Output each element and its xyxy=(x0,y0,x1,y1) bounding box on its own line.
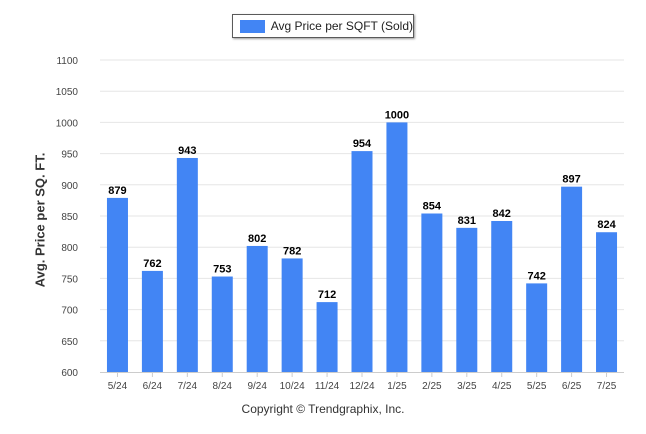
data-label: 782 xyxy=(283,245,301,257)
legend-swatch xyxy=(240,19,265,33)
data-label: 712 xyxy=(318,289,336,301)
y-tick-label: 850 xyxy=(61,212,78,223)
bar xyxy=(421,213,443,372)
data-label: 742 xyxy=(527,270,545,282)
data-label: 842 xyxy=(493,208,511,220)
data-label: 879 xyxy=(108,185,126,197)
data-label: 954 xyxy=(353,138,372,150)
bar xyxy=(246,245,268,372)
bar xyxy=(561,186,583,372)
y-tick-label: 900 xyxy=(61,181,78,192)
bar xyxy=(211,276,233,372)
data-label: 1000 xyxy=(385,109,409,121)
x-tick-label: 6/25 xyxy=(562,381,582,392)
data-label: 831 xyxy=(458,215,476,227)
data-label: 897 xyxy=(562,174,580,186)
x-tick-label: 12/24 xyxy=(349,381,374,392)
data-label: 762 xyxy=(143,258,161,270)
bar xyxy=(316,302,338,372)
x-tick-label: 6/24 xyxy=(143,381,163,392)
bar xyxy=(596,232,618,372)
y-tick-label: 700 xyxy=(61,306,78,317)
x-tick-label: 4/25 xyxy=(492,381,512,392)
bar xyxy=(386,122,408,373)
data-label: 802 xyxy=(248,233,266,245)
data-labels: 879 762 943 753 802 782 712 954 1000 854 831 842 742… xyxy=(108,109,616,301)
bar xyxy=(106,197,128,372)
y-axis-ticks: 600 650 700 750 800 850 900 950 1000 1050 1100 xyxy=(56,56,79,379)
x-tick-label: 5/24 xyxy=(108,381,128,392)
y-tick-label: 1000 xyxy=(56,118,79,129)
y-tick-label: 650 xyxy=(61,337,78,348)
bars xyxy=(106,122,618,373)
data-label: 753 xyxy=(213,264,231,276)
data-label: 943 xyxy=(178,145,196,157)
bar xyxy=(141,270,163,372)
bar xyxy=(456,227,478,372)
data-label: 824 xyxy=(597,219,616,231)
y-axis-title: Avg. Price per SQ. FT. xyxy=(32,152,48,288)
x-tick-label: 2/25 xyxy=(422,381,442,392)
bar xyxy=(526,283,548,372)
x-tick-label: 11/24 xyxy=(315,381,340,392)
x-tick-label: 9/24 xyxy=(247,381,267,392)
legend[interactable]: Avg Price per SQFT (Sold) xyxy=(232,14,414,38)
y-tick-label: 600 xyxy=(61,368,78,379)
x-tick-label: 10/24 xyxy=(280,381,305,392)
copyright-text: Copyright © Trendgraphix, Inc. xyxy=(241,402,405,416)
bar xyxy=(281,258,303,372)
x-tick-label: 7/25 xyxy=(597,381,617,392)
x-axis-ticks: 5/24 6/24 7/24 8/24 9/24 10/24 11/24 12/24 1/25 2… xyxy=(108,372,617,392)
x-tick-label: 1/25 xyxy=(387,381,407,392)
y-tick-label: 1050 xyxy=(56,87,79,98)
x-tick-label: 7/24 xyxy=(178,381,198,392)
x-tick-label: 5/25 xyxy=(527,381,547,392)
bar xyxy=(491,220,513,372)
y-tick-label: 750 xyxy=(61,274,78,285)
x-tick-label: 8/24 xyxy=(213,381,233,392)
bar xyxy=(351,151,373,372)
y-tick-label: 1100 xyxy=(56,56,78,67)
y-tick-label: 800 xyxy=(61,243,78,254)
x-tick-label: 3/25 xyxy=(457,381,477,392)
data-label: 854 xyxy=(423,201,442,213)
legend-label: Avg Price per SQFT (Sold) xyxy=(270,19,413,33)
bar xyxy=(176,157,198,372)
y-tick-label: 950 xyxy=(61,150,78,161)
